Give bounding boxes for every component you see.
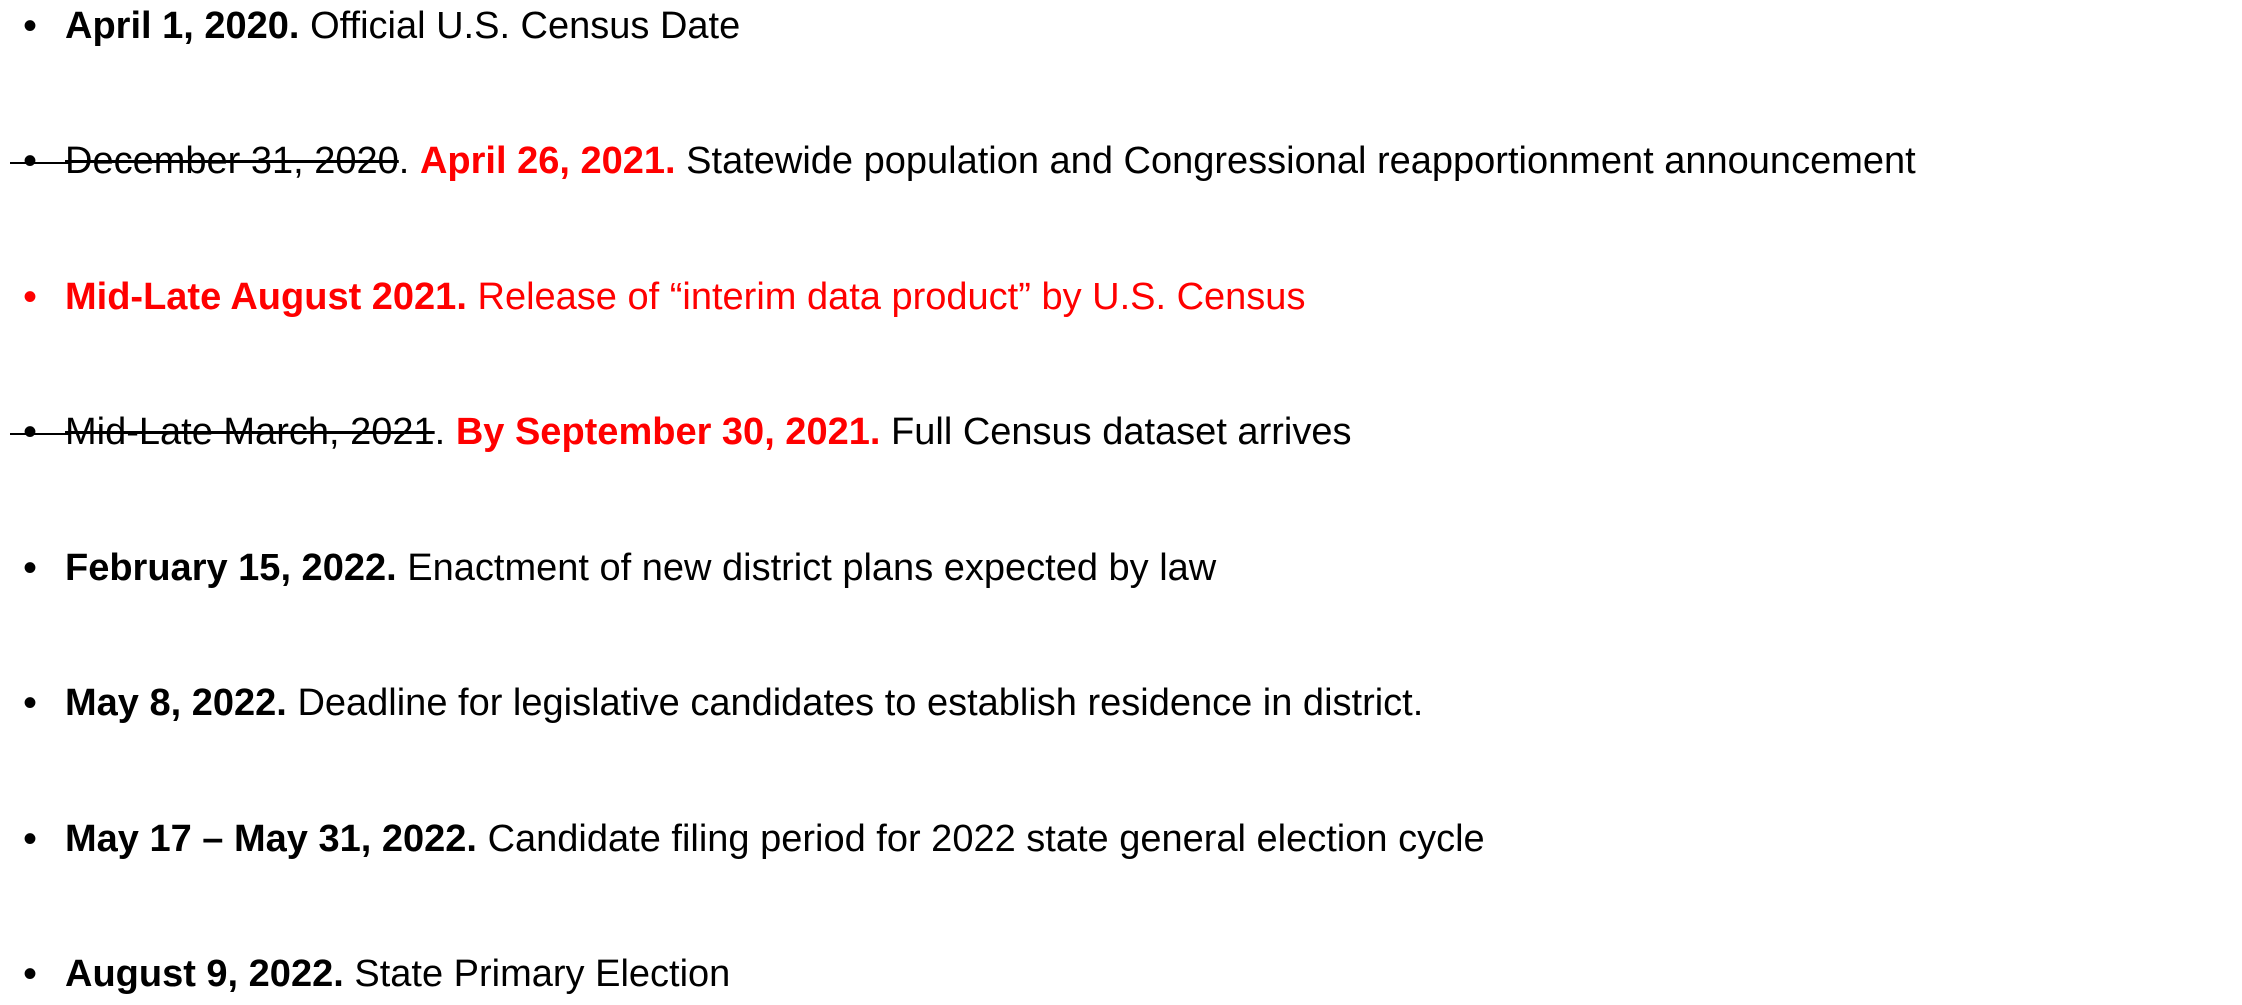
bullet — [10, 944, 50, 1005]
text-segment: State Primary Election — [354, 953, 731, 995]
item-text: April 1, 2020. Official U.S. Census Date — [65, 0, 751, 56]
item-text: Mid-Late August 2021. Release of “interim… — [65, 267, 1316, 327]
item-text: December 31, 2020. April 26, 2021. Statewi… — [65, 131, 1926, 191]
item-text: Mid-Late March, 2021. By September 30, 20… — [65, 402, 1362, 462]
bullet — [10, 809, 50, 870]
item-text: May 8, 2022. Deadline for legislative can… — [65, 673, 1434, 733]
text-segment: Deadline for legislative candidates to e… — [297, 682, 1424, 725]
bullet — [10, 673, 50, 734]
bullet — [10, 538, 50, 599]
strike-line — [10, 433, 70, 436]
bullet — [10, 0, 50, 57]
text-segment: May 8, 2022. — [65, 682, 287, 725]
text-segment: April 1, 2020. — [65, 5, 300, 47]
item-text: May 17 – May 31, 2022. Candidate filing p… — [65, 809, 1495, 869]
text-segment: Mid-Late March, 2021 — [65, 411, 435, 454]
text-segment: . — [398, 140, 410, 183]
text-segment: Candidate filing period for 2022 state g… — [487, 817, 1485, 860]
text-segment: Mid-Late August 2021. — [65, 275, 467, 318]
text-segment: By September 30, 2021. — [455, 411, 881, 454]
text-segment: February 15, 2022. — [65, 546, 397, 589]
text-segment: Statewide population and Congressional r… — [686, 140, 1916, 183]
text-segment: December 31, 2020 — [65, 140, 399, 183]
text-segment: Release of “interim data product” by U.S… — [477, 275, 1306, 318]
text-segment: . — [434, 411, 446, 454]
item-text: February 15, 2022. Enactment of new distr… — [65, 538, 1227, 598]
text-segment: April 26, 2021. — [419, 140, 676, 183]
text-segment: August 9, 2022. — [65, 953, 344, 995]
bullet — [10, 267, 50, 328]
strike-line — [10, 162, 70, 165]
text-segment: Full Census dataset arrives — [891, 411, 1352, 454]
text-segment: Enactment of new district plans expected… — [407, 546, 1217, 589]
text-segment: May 17 – May 31, 2022. — [65, 817, 477, 860]
text-segment: Official U.S. Census Date — [310, 5, 741, 47]
item-text: August 9, 2022. State Primary Election — [65, 944, 741, 1004]
